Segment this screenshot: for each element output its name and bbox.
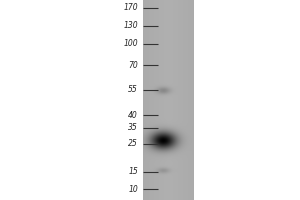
Text: 130: 130 xyxy=(123,21,138,30)
Text: 35: 35 xyxy=(128,123,138,132)
Text: 40: 40 xyxy=(128,110,138,119)
Text: 70: 70 xyxy=(128,60,138,70)
Text: 25: 25 xyxy=(128,140,138,148)
Text: 55: 55 xyxy=(128,86,138,95)
Text: 15: 15 xyxy=(128,168,138,176)
Text: 10: 10 xyxy=(128,184,138,194)
Text: 100: 100 xyxy=(123,40,138,48)
Text: 170: 170 xyxy=(123,3,138,12)
